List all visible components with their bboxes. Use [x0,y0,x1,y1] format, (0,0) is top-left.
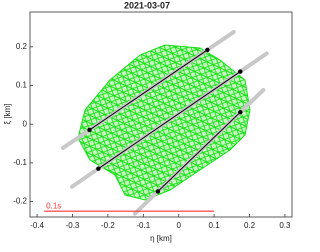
chord-end [87,127,92,133]
x-tick-label: 0 [176,221,181,230]
x-tick-label: -0.4 [30,221,44,230]
chord-end [155,189,161,194]
x-tick-label: 0.1 [209,221,221,230]
scale-bar-label: 0.1s [46,201,61,210]
chord-end [238,69,243,74]
x-tick-label: -0.3 [66,221,80,230]
chord-end [96,166,101,171]
chart: 2021-03-07 η [km] ξ [km] -0.4 -0.3 -0.2 -0.… [3,0,293,243]
chord-end [238,109,243,115]
x-tick-label: -0.2 [101,221,115,230]
y-tick-label: 0 [23,119,28,128]
x-tick-label: 0.3 [279,221,291,230]
chord [157,111,241,192]
x-tick-label: 0.2 [244,221,256,230]
x-tick-label: -0.1 [136,221,150,230]
y-tick-label: 0.1 [16,81,28,90]
y-tick-label: 0.2 [16,42,28,51]
y-axis-label: ξ [km] [3,104,12,125]
chord-end [205,47,210,53]
x-axis-label: η [km] [150,234,172,243]
chart-title: 2021-03-07 [124,0,170,10]
chord [98,71,241,170]
y-tick-label: -0.2 [13,197,27,206]
y-tick-label: -0.1 [13,158,27,167]
chord [89,49,208,131]
